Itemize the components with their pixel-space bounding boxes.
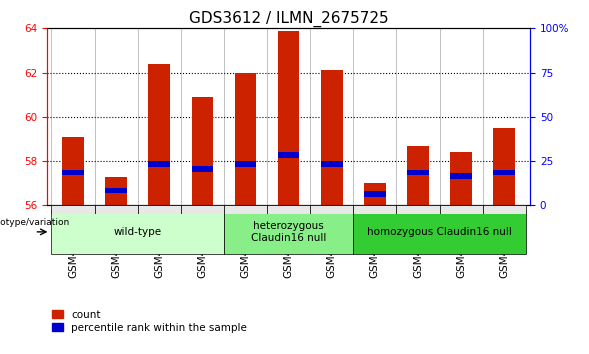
FancyBboxPatch shape xyxy=(482,205,526,214)
Bar xyxy=(62,137,84,205)
FancyBboxPatch shape xyxy=(439,205,482,214)
FancyBboxPatch shape xyxy=(310,205,353,214)
Bar xyxy=(407,145,429,205)
Bar xyxy=(148,161,170,167)
Title: GDS3612 / ILMN_2675725: GDS3612 / ILMN_2675725 xyxy=(189,11,388,27)
Bar xyxy=(494,170,515,176)
Bar xyxy=(105,188,127,193)
Bar xyxy=(407,170,429,176)
FancyBboxPatch shape xyxy=(267,205,310,214)
Text: homozygous Claudin16 null: homozygous Claudin16 null xyxy=(367,227,512,237)
Bar xyxy=(364,183,386,205)
FancyBboxPatch shape xyxy=(51,205,95,214)
FancyBboxPatch shape xyxy=(353,205,396,214)
Bar xyxy=(234,73,256,205)
FancyBboxPatch shape xyxy=(396,205,439,214)
Bar xyxy=(191,97,213,205)
FancyBboxPatch shape xyxy=(224,205,267,214)
FancyBboxPatch shape xyxy=(51,210,224,254)
Legend: count, percentile rank within the sample: count, percentile rank within the sample xyxy=(52,310,247,333)
Bar xyxy=(364,191,386,197)
Text: genotype/variation: genotype/variation xyxy=(0,218,70,227)
Bar xyxy=(62,170,84,176)
Text: wild-type: wild-type xyxy=(114,227,162,237)
Bar xyxy=(494,128,515,205)
Bar xyxy=(278,152,299,158)
Text: heterozygous
Claudin16 null: heterozygous Claudin16 null xyxy=(251,221,326,243)
Bar xyxy=(234,161,256,167)
FancyBboxPatch shape xyxy=(95,205,138,214)
Bar xyxy=(105,177,127,205)
FancyBboxPatch shape xyxy=(353,210,526,254)
Bar xyxy=(278,30,299,205)
FancyBboxPatch shape xyxy=(181,205,224,214)
Bar xyxy=(321,161,343,167)
Bar xyxy=(191,166,213,172)
Bar xyxy=(321,70,343,205)
Bar xyxy=(451,152,472,205)
Bar xyxy=(451,173,472,179)
FancyBboxPatch shape xyxy=(138,205,181,214)
Bar xyxy=(148,64,170,205)
FancyBboxPatch shape xyxy=(224,210,353,254)
